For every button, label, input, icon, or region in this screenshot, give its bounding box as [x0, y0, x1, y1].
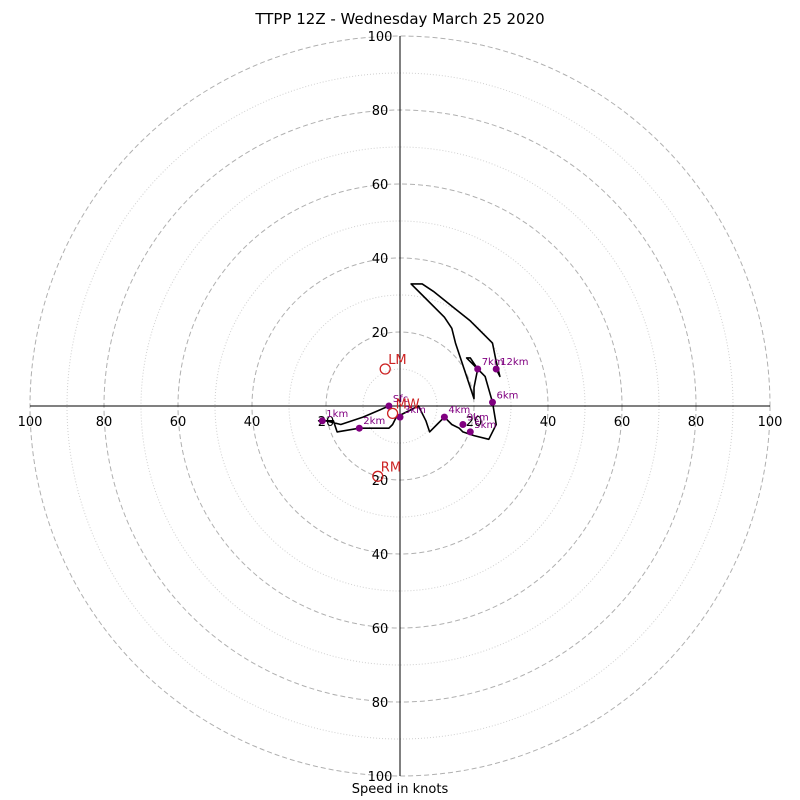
height-marker: [318, 417, 326, 425]
x-tick-label: 60: [170, 415, 187, 430]
height-marker-label: 1km: [326, 409, 348, 420]
y-tick-label: 100: [368, 30, 393, 45]
x-tick-label: 60: [614, 415, 631, 430]
storm-motion-label: LM: [388, 353, 406, 368]
height-marker-label: 2km: [363, 416, 385, 427]
height-marker-label: 6km: [497, 390, 519, 401]
height-marker: [440, 413, 448, 421]
x-tick-label: 40: [540, 415, 557, 430]
storm-motion-label: RM: [381, 460, 401, 475]
x-axis-label: Speed in knots: [351, 782, 449, 797]
height-marker: [492, 365, 500, 373]
height-marker: [355, 424, 363, 432]
height-marker-label: 12km: [500, 357, 528, 368]
x-tick-label: 80: [688, 415, 705, 430]
x-tick-label: 40: [244, 415, 261, 430]
height-marker: [489, 398, 496, 406]
x-tick-label: 100: [18, 415, 43, 430]
height-marker: [396, 413, 404, 421]
y-tick-label: 20: [372, 326, 389, 341]
y-tick-label: 40: [372, 548, 389, 563]
height-marker-label: 4km: [448, 405, 470, 416]
height-marker-label: Sfc: [393, 394, 408, 405]
y-tick-label: 80: [372, 104, 389, 119]
height-marker: [385, 402, 393, 410]
height-marker: [459, 421, 467, 428]
chart-title: TTPP 12Z - Wednesday March 25 2020: [255, 10, 545, 28]
y-tick-label: 40: [372, 252, 389, 267]
y-tick-label: 60: [372, 622, 389, 637]
height-marker-label: 7km: [482, 357, 504, 368]
height-marker-label: 5km: [474, 420, 496, 431]
y-tick-label: 80: [372, 696, 389, 711]
x-tick-label: 100: [758, 415, 783, 430]
x-tick-label: 20: [466, 415, 483, 430]
hodograph-line: [317, 283, 501, 441]
storm-motion-marker: [386, 407, 399, 420]
storm-motion-marker: [379, 363, 391, 375]
storm-motion-marker: [372, 470, 384, 482]
y-tick-label: 100: [368, 770, 393, 785]
height-marker-label: 9km: [467, 413, 489, 424]
height-marker: [466, 428, 474, 436]
height-marker: [474, 365, 482, 373]
x-tick-label: 80: [96, 415, 113, 430]
storm-motion-label: MW: [396, 397, 420, 412]
y-tick-label: 60: [372, 178, 389, 193]
height-marker-label: 3km: [404, 405, 426, 416]
